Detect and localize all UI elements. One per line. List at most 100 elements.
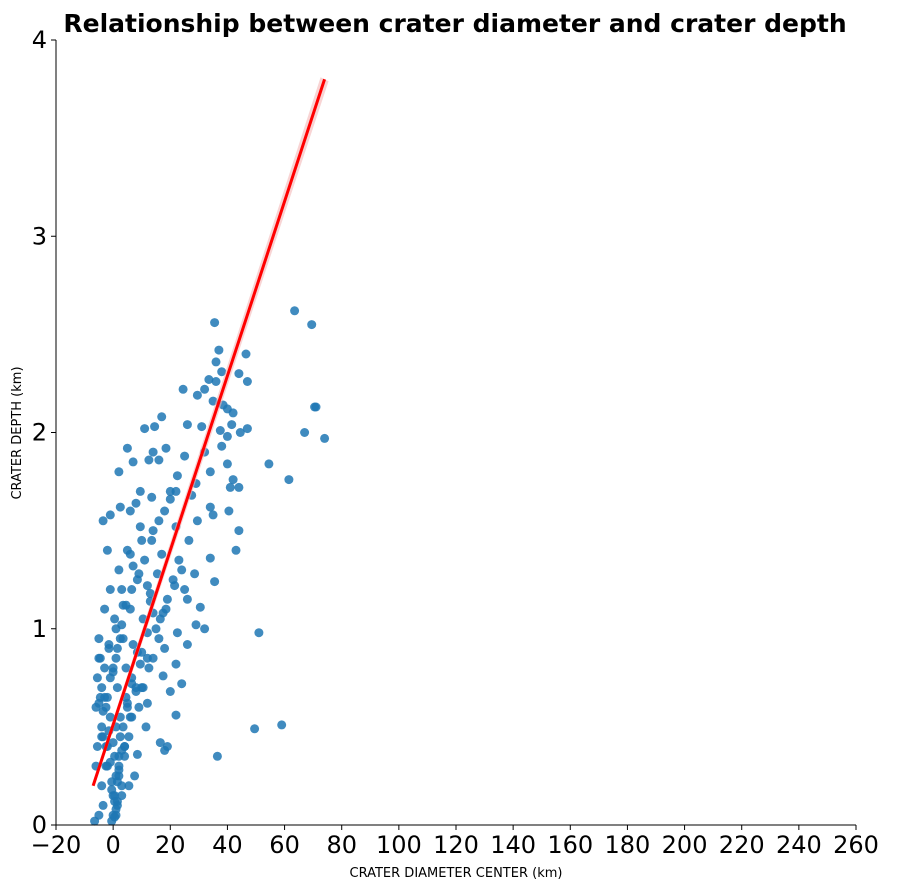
data-point [242,424,252,434]
data-point [117,620,127,630]
data-point [140,424,150,434]
data-point [264,459,274,469]
data-point [122,698,132,708]
data-point [131,687,141,696]
data-point [94,698,104,708]
data-point [234,526,244,536]
data-point [284,475,294,485]
data-point [165,494,175,504]
data-point [94,634,104,644]
x-tick-label: 120 [433,831,479,859]
x-axis-ticks: −20 0 20 40 60 80 100 120 140 160 180 200 220 240 260 [31,825,879,859]
data-point [177,565,187,575]
data-point [121,600,131,610]
data-point [161,604,171,614]
data-point [160,643,170,653]
data-point [115,502,125,512]
x-tick-label: 260 [833,831,879,859]
data-point [171,486,181,496]
data-point [228,408,238,418]
data-point [155,614,165,624]
data-point [228,475,238,485]
data-point [211,377,221,386]
data-point [97,781,107,791]
data-point [307,320,317,330]
data-point [108,667,118,677]
data-point [124,732,134,742]
data-point [157,549,167,559]
x-tick-label: 180 [605,831,651,859]
data-point [195,602,205,612]
data-point [122,545,132,555]
data-point [290,306,300,316]
data-point [192,390,202,400]
y-tick-label: 0 [32,811,47,839]
data-point [94,653,104,663]
data-point [127,585,137,594]
regression-line-group [91,78,326,787]
data-point [121,663,131,673]
data-point [182,594,192,604]
data-point [277,720,287,730]
data-point [102,545,112,555]
y-tick-label: 2 [32,419,47,447]
x-axis-label: CRATER DIAMETER CENTER (km) [350,866,563,881]
data-point [118,722,128,732]
x-tick-label: −20 [31,831,82,859]
data-point [208,510,218,520]
data-point [100,692,110,702]
data-point [242,377,252,386]
data-point [222,431,232,441]
data-point [90,816,100,826]
data-point [217,441,227,451]
x-tick-label: 40 [212,831,243,859]
data-point [241,349,251,359]
data-point [148,447,158,457]
data-point [234,482,244,492]
data-point [125,506,135,516]
data-point [180,451,190,461]
data-point [165,687,175,696]
data-point [157,412,167,422]
data-point [254,628,264,638]
data-point [205,553,215,563]
data-points [90,306,330,826]
data-point [235,428,245,437]
data-point [117,585,127,594]
data-point [215,426,225,435]
data-point [138,683,148,693]
data-point [117,745,127,755]
data-point [225,482,235,492]
data-point [132,575,142,585]
data-point [227,420,237,430]
data-point [114,565,124,575]
data-point [172,628,182,638]
data-point [105,510,115,520]
data-point [112,643,122,653]
data-point [300,428,310,437]
data-point [104,640,114,649]
data-point [111,653,121,663]
data-point [98,800,108,810]
data-point [171,710,181,720]
data-point [160,506,170,516]
data-point [161,443,171,453]
data-point [210,318,220,328]
data-point [311,402,321,412]
data-point [131,498,141,508]
data-point [134,702,144,712]
data-point [100,604,110,614]
data-point [250,724,260,734]
y-tick-label: 3 [32,222,47,250]
data-point [97,722,107,732]
x-tick-label: 100 [376,831,422,859]
data-point [132,749,142,759]
y-tick-label: 1 [32,615,47,643]
data-point [177,679,187,689]
data-point [112,777,122,787]
data-point [217,367,227,377]
data-point [125,712,135,722]
y-tick-label: 4 [32,26,47,54]
data-point [105,757,115,767]
